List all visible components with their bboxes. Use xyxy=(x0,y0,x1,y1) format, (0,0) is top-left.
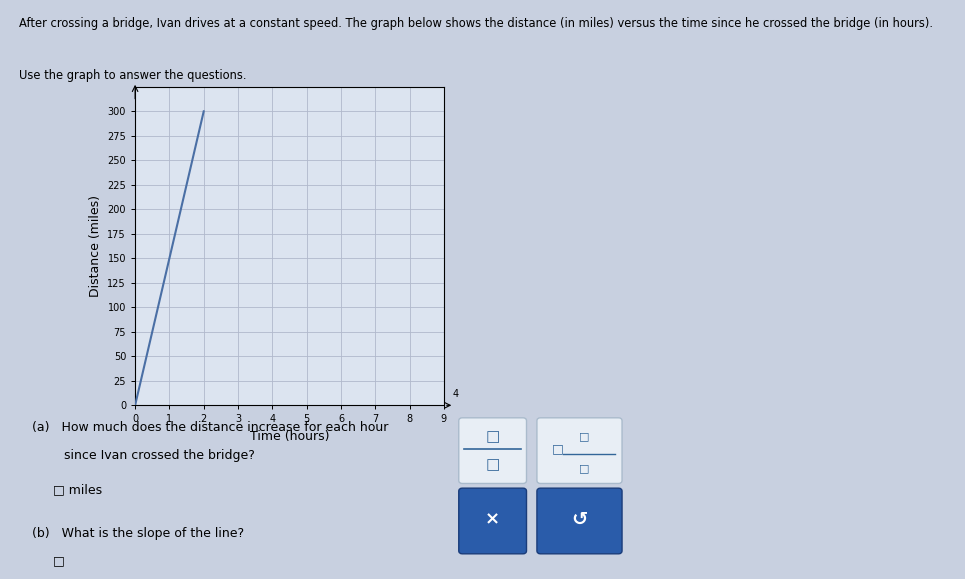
Text: since Ivan crossed the bridge?: since Ivan crossed the bridge? xyxy=(32,449,255,462)
Text: 4: 4 xyxy=(453,390,458,400)
Text: □: □ xyxy=(552,442,564,456)
Text: □: □ xyxy=(485,457,500,472)
Text: (a)   How much does the distance increase for each hour: (a) How much does the distance increase … xyxy=(32,421,389,434)
Text: ×: × xyxy=(485,511,500,529)
Text: □: □ xyxy=(485,429,500,444)
Text: After crossing a bridge, Ivan drives at a constant speed. The graph below shows : After crossing a bridge, Ivan drives at … xyxy=(19,17,933,30)
Text: □ miles: □ miles xyxy=(53,483,102,496)
Text: □: □ xyxy=(579,463,589,473)
Text: □: □ xyxy=(53,554,65,567)
FancyBboxPatch shape xyxy=(537,488,622,554)
Y-axis label: Distance (miles): Distance (miles) xyxy=(89,195,101,297)
FancyBboxPatch shape xyxy=(537,418,622,483)
X-axis label: Time (hours): Time (hours) xyxy=(250,430,329,443)
Text: □: □ xyxy=(579,431,589,442)
Text: ↺: ↺ xyxy=(571,510,588,529)
FancyBboxPatch shape xyxy=(458,488,527,554)
FancyBboxPatch shape xyxy=(458,418,527,483)
Text: (b)   What is the slope of the line?: (b) What is the slope of the line? xyxy=(32,527,244,540)
Text: Use the graph to answer the questions.: Use the graph to answer the questions. xyxy=(19,69,247,82)
